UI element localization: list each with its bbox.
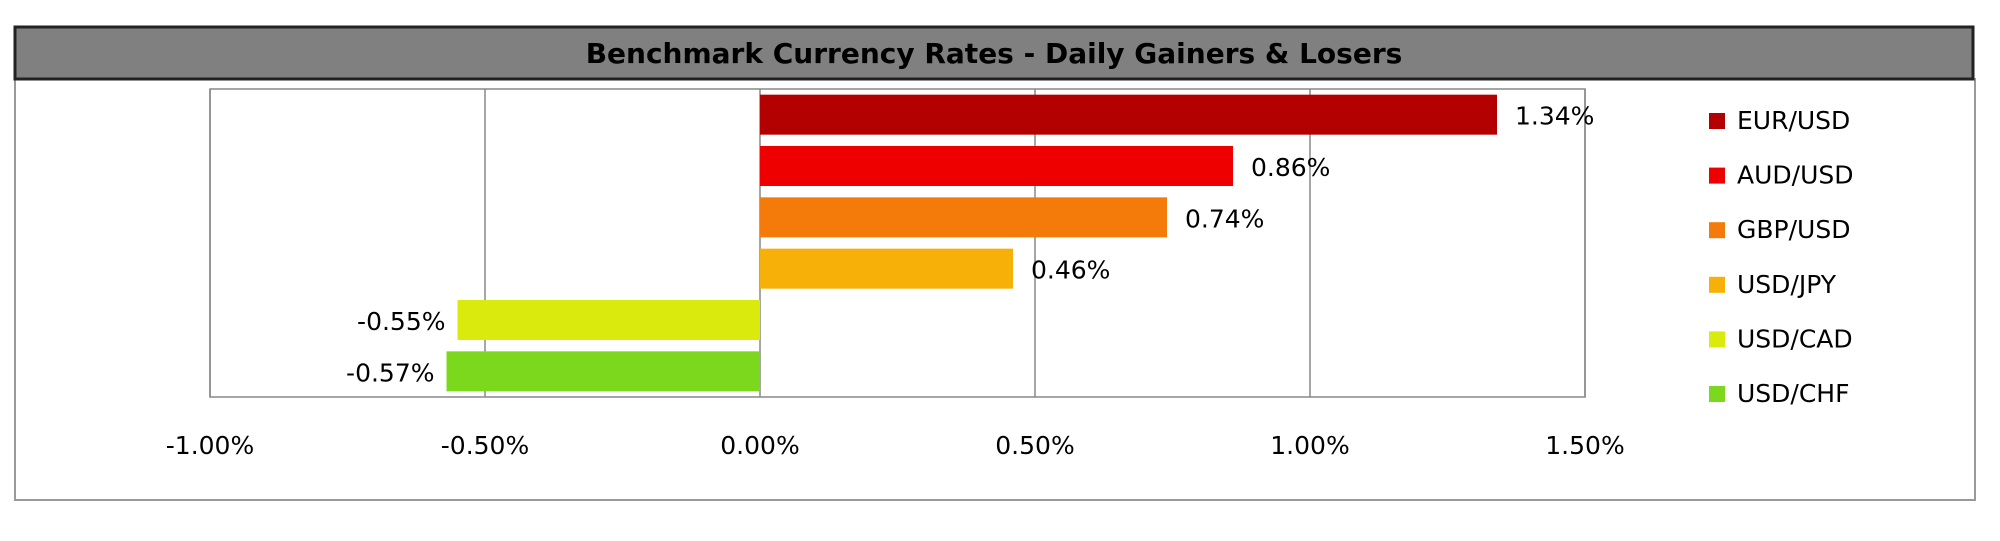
legend-label: USD/CAD <box>1737 324 1853 353</box>
chart-title: Benchmark Currency Rates - Daily Gainers… <box>586 37 1403 70</box>
x-tick-label: 0.00% <box>720 431 799 460</box>
legend-swatch <box>1709 386 1725 402</box>
data-label: 0.46% <box>1031 256 1110 285</box>
bar <box>446 351 760 392</box>
bar <box>760 146 1233 186</box>
legend-swatch <box>1709 167 1725 184</box>
legend-swatch <box>1709 222 1725 239</box>
legend-label: AUD/USD <box>1737 161 1854 190</box>
legend-label: EUR/USD <box>1737 106 1850 135</box>
bar <box>457 300 760 340</box>
data-label: -0.55% <box>357 307 445 336</box>
x-tick-label: 0.50% <box>995 431 1074 460</box>
legend-swatch <box>1709 113 1725 129</box>
data-label: 0.86% <box>1251 153 1330 182</box>
data-label: -0.57% <box>346 358 434 387</box>
data-label: 0.74% <box>1185 204 1264 233</box>
title-bar <box>13 25 1975 81</box>
bar <box>760 248 1013 289</box>
bar <box>760 197 1167 238</box>
x-tick-label: 1.50% <box>1545 431 1624 460</box>
legend-swatch <box>1709 276 1725 293</box>
legend-swatch <box>1709 331 1725 348</box>
legend-label: GBP/USD <box>1737 215 1850 244</box>
legend-label: USD/JPY <box>1737 270 1837 299</box>
bar <box>760 94 1497 135</box>
x-tick-label: -1.00% <box>166 431 254 460</box>
data-label: 1.34% <box>1515 102 1594 131</box>
legend-label: USD/CHF <box>1737 379 1849 408</box>
x-tick-label: 1.00% <box>1270 431 1349 460</box>
x-tick-label: -0.50% <box>441 431 529 460</box>
